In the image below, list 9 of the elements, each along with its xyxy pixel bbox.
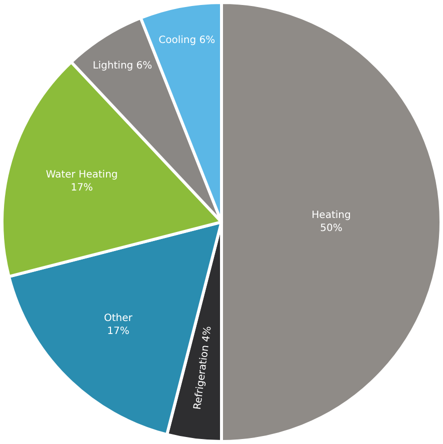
data-label: 17% — [107, 326, 130, 337]
slice-label: Cooling 6% — [158, 34, 216, 46]
slice-label: Refrigeration 4% — [192, 326, 214, 410]
data-label: 17% — [70, 182, 93, 194]
data-label: 50% — [320, 223, 342, 234]
slice-label: Other — [104, 312, 134, 324]
slice-label: Heating — [312, 210, 351, 221]
slice-label: Water Heating — [46, 169, 118, 180]
slice-label: Lighting 6% — [92, 60, 152, 72]
